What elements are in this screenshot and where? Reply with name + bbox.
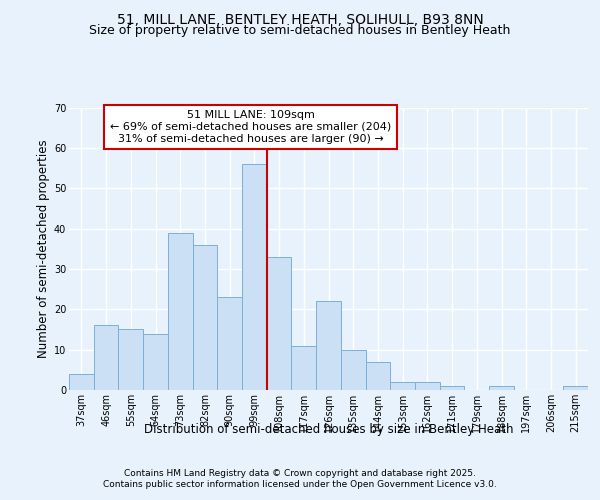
Text: 51, MILL LANE, BENTLEY HEATH, SOLIHULL, B93 8NN: 51, MILL LANE, BENTLEY HEATH, SOLIHULL, …	[116, 12, 484, 26]
Bar	[440, 386, 464, 390]
Bar	[316, 301, 341, 390]
Bar	[118, 330, 143, 390]
Bar	[242, 164, 267, 390]
Bar	[69, 374, 94, 390]
Bar	[217, 297, 242, 390]
Text: 51 MILL LANE: 109sqm
← 69% of semi-detached houses are smaller (204)
31% of semi: 51 MILL LANE: 109sqm ← 69% of semi-detac…	[110, 110, 391, 144]
Bar	[365, 362, 390, 390]
Y-axis label: Number of semi-detached properties: Number of semi-detached properties	[37, 140, 50, 358]
Bar	[267, 257, 292, 390]
Bar	[168, 232, 193, 390]
Bar	[341, 350, 365, 390]
Bar	[143, 334, 168, 390]
Bar	[563, 386, 588, 390]
Text: Contains public sector information licensed under the Open Government Licence v3: Contains public sector information licen…	[103, 480, 497, 489]
Bar	[390, 382, 415, 390]
Text: Distribution of semi-detached houses by size in Bentley Heath: Distribution of semi-detached houses by …	[144, 422, 514, 436]
Text: Size of property relative to semi-detached houses in Bentley Heath: Size of property relative to semi-detach…	[89, 24, 511, 37]
Bar	[292, 346, 316, 390]
Text: Contains HM Land Registry data © Crown copyright and database right 2025.: Contains HM Land Registry data © Crown c…	[124, 469, 476, 478]
Bar	[489, 386, 514, 390]
Bar	[94, 326, 118, 390]
Bar	[415, 382, 440, 390]
Bar	[193, 244, 217, 390]
